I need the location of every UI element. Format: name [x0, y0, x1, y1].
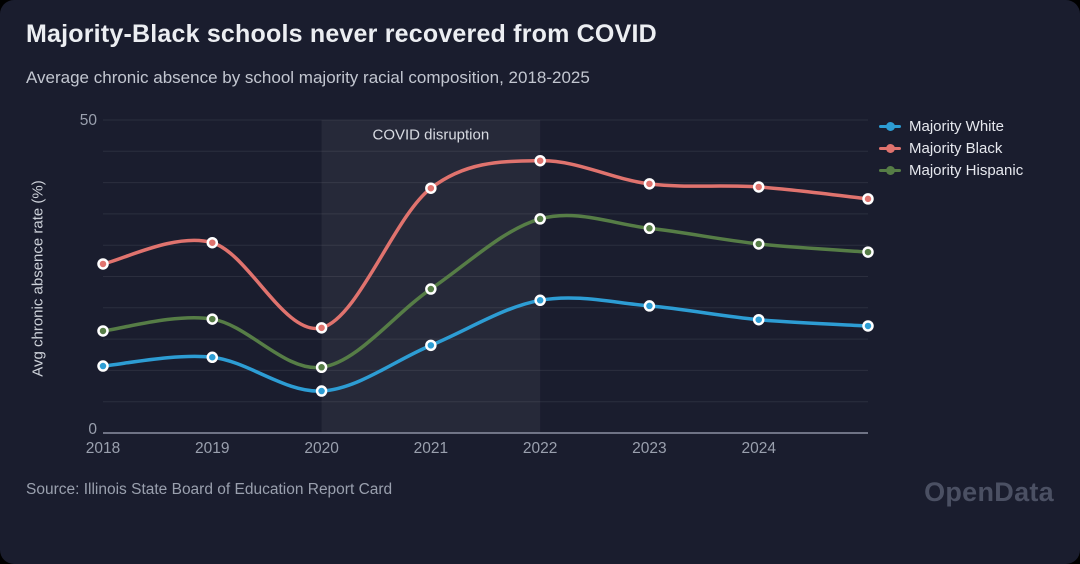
source-caption: Source: Illinois State Board of Educatio… [26, 481, 393, 498]
data-point [206, 313, 219, 325]
legend-label: Majority Hispanic [909, 162, 1024, 179]
data-point [425, 182, 437, 194]
covid-band-label: COVID disruption [372, 127, 489, 144]
data-point [97, 258, 109, 270]
data-point [206, 351, 219, 364]
data-point [425, 283, 437, 295]
y-tick-label: 50 [80, 112, 98, 129]
data-point [752, 238, 765, 250]
chart-legend: Majority White Majority Black Majority H… [879, 118, 1024, 179]
data-point [862, 320, 874, 332]
page-title: Majority-Black schools never recovered f… [26, 20, 657, 48]
legend-label: Majority Black [909, 140, 1003, 157]
x-tick-label: 2020 [304, 440, 339, 457]
x-tick-label: 2024 [741, 440, 776, 457]
legend-label: Majority White [909, 118, 1005, 135]
y-tick-label: 0 [88, 421, 97, 438]
legend-item-majority-white[interactable]: Majority White [879, 118, 1023, 135]
series-line [101, 296, 870, 393]
data-point [425, 339, 437, 352]
legend-item-majority-hispanic[interactable]: Majority Hispanic [879, 162, 1024, 179]
x-tick-label: 2021 [414, 440, 448, 457]
data-point [97, 325, 109, 337]
data-point [315, 361, 328, 374]
data-point [534, 294, 546, 307]
data-point [862, 193, 874, 205]
legend-line-icon [879, 166, 901, 175]
data-point [534, 154, 546, 167]
data-point [97, 360, 109, 372]
data-point [752, 313, 765, 326]
data-point [752, 181, 765, 193]
legend-dot-icon [885, 144, 895, 153]
data-point [643, 178, 656, 190]
data-point [643, 222, 656, 235]
legend-line-icon [879, 144, 901, 153]
legend-line-icon [879, 122, 901, 131]
x-tick-label: 2023 [632, 440, 666, 457]
data-point [862, 246, 874, 258]
page-subtitle: Average chronic absence by school majori… [26, 68, 590, 87]
data-point [206, 236, 219, 249]
legend-dot-icon [885, 166, 895, 175]
x-tick-label: 2019 [195, 440, 229, 457]
x-tick-label: 2022 [523, 440, 557, 457]
x-tick-label: 2018 [86, 440, 120, 457]
data-point [534, 213, 546, 225]
series-line [101, 158, 870, 331]
series-line [101, 213, 870, 370]
data-point [643, 300, 656, 312]
opendata-watermark: OpenData [924, 477, 1054, 507]
legend-item-majority-black[interactable]: Majority Black [879, 140, 1023, 157]
data-point [315, 322, 328, 334]
legend-dot-icon [885, 122, 895, 131]
data-point [315, 385, 328, 397]
